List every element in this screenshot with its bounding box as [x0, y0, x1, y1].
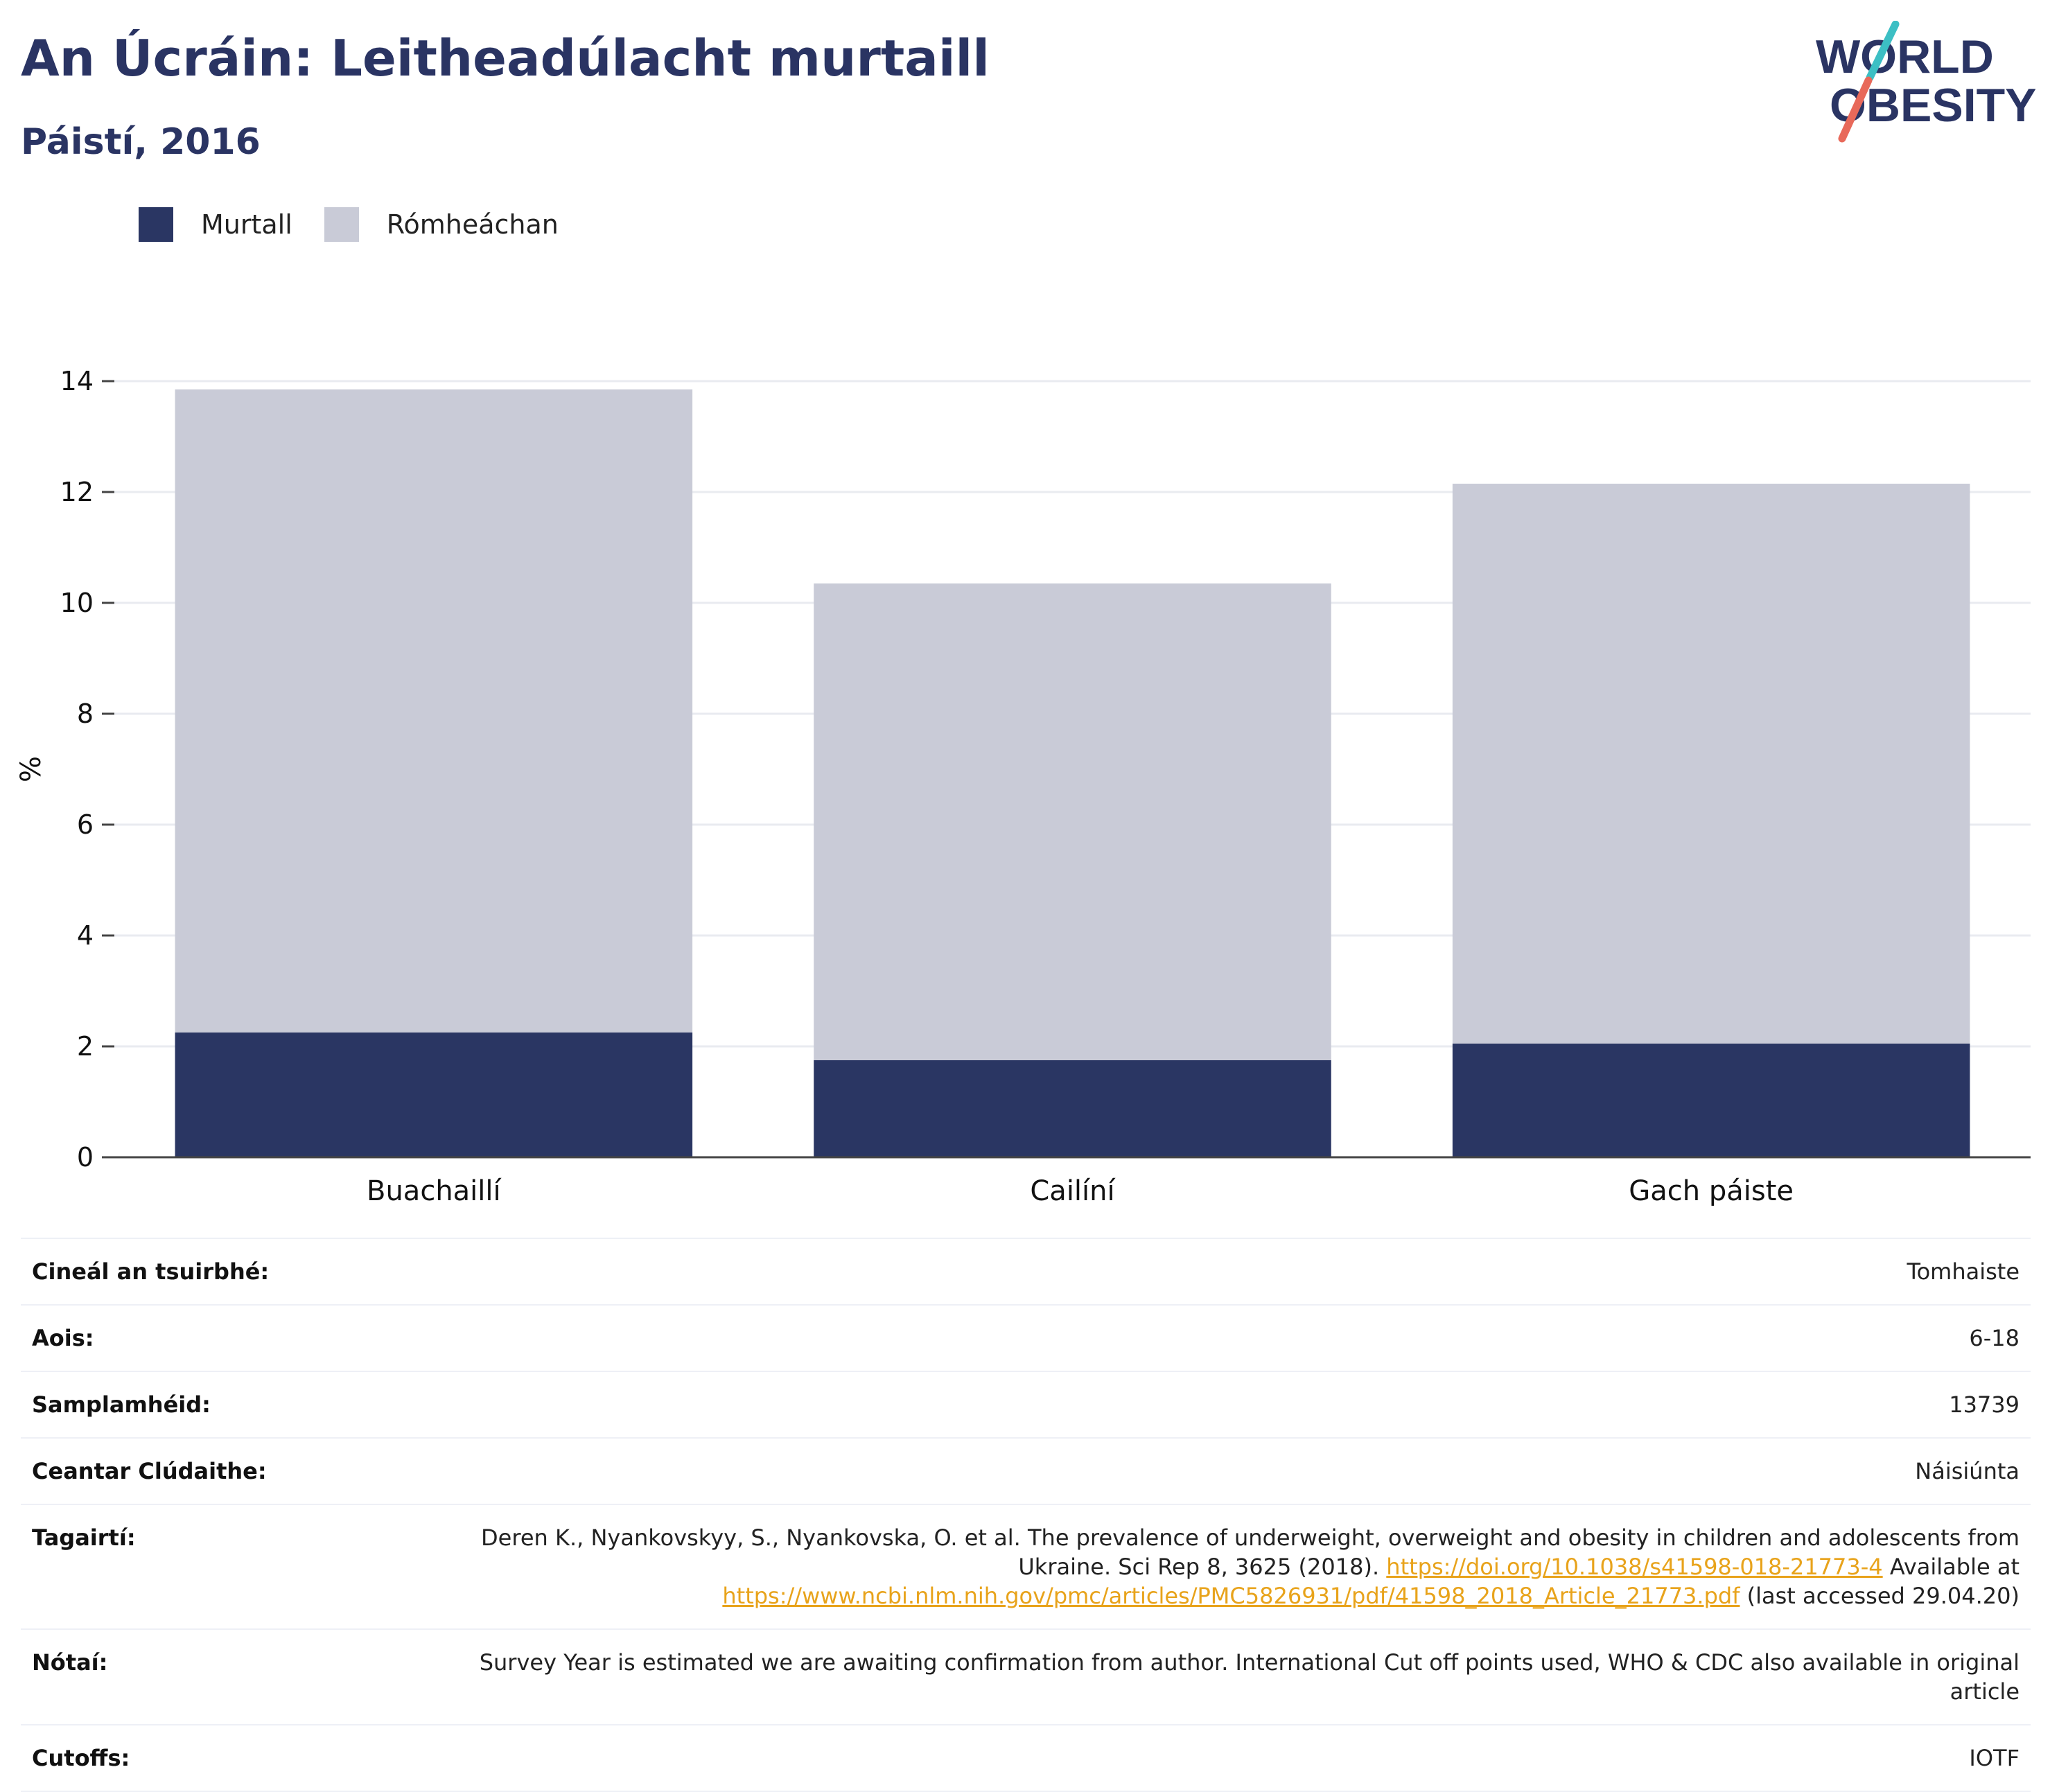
reference-pdf-link[interactable]: https://www.ncbi.nlm.nih.gov/pmc/article…	[722, 1583, 1740, 1609]
legend-item-overweight[interactable]: Rómheáchan	[324, 207, 559, 242]
info-value: Survey Year is estimated we are awaiting…	[479, 1649, 2020, 1705]
reference-doi-link[interactable]: https://doi.org/10.1038/s41598-018-21773…	[1386, 1554, 1883, 1580]
x-tick-label: Cailíní	[1030, 1175, 1116, 1206]
bar-chart: 0 2 4 6 8 10 12 14 Buachaillí Cailíní Gach páiste…	[15, 366, 2031, 1206]
y-tick-label: 14	[60, 366, 94, 396]
bar-obesity-0[interactable]	[175, 1033, 693, 1157]
info-row-sample-size: Samplamhéid: 13739	[21, 1371, 2031, 1438]
bar-overweight-2[interactable]	[1452, 484, 1970, 1044]
x-tick-label: Buachaillí	[367, 1175, 502, 1206]
logo-slash-bottom	[1838, 76, 1873, 143]
x-tick-label: Gach páiste	[1629, 1175, 1794, 1206]
survey-info-table: Cineál an tsuirbhé: Tomhaiste Aois: 6-18…	[21, 1238, 2031, 1792]
info-key: Aois:	[32, 1325, 94, 1351]
y-tick-label: 10	[60, 588, 94, 618]
info-row-area-covered: Ceantar Clúdaithe: Náisiúnta	[21, 1438, 2031, 1504]
bar-obesity-1[interactable]	[814, 1060, 1331, 1157]
logo-slash-top	[1866, 21, 1900, 82]
y-axis-ticks: 0 2 4 6 8 10 12 14	[60, 366, 114, 1172]
info-key: Tagairtí:	[32, 1525, 136, 1551]
y-tick-label: 2	[77, 1031, 94, 1062]
info-key: Cineál an tsuirbhé:	[32, 1258, 270, 1285]
legend-label-overweight: Rómheáchan	[386, 209, 559, 240]
chart-title: An Úcráin: Leitheadúlacht murtaill	[21, 29, 990, 87]
bar-obesity-2[interactable]	[1452, 1044, 1970, 1157]
bar-overweight-1[interactable]	[814, 583, 1331, 1060]
info-value: 6-18	[1969, 1325, 2020, 1351]
y-tick-label: 4	[77, 920, 94, 951]
info-value: IOTF	[1969, 1745, 2020, 1771]
legend-item-obesity[interactable]: Murtall	[139, 207, 292, 242]
info-key: Ceantar Clúdaithe:	[32, 1458, 267, 1484]
y-axis-label: %	[15, 756, 47, 782]
y-tick-label: 8	[77, 699, 94, 729]
info-row-notes: Nótaí: Survey Year is estimated we are a…	[21, 1629, 2031, 1725]
chart-legend: Murtall Rómheáchan	[139, 207, 590, 243]
reference-available-text: Available at	[1889, 1554, 2020, 1580]
legend-swatch-obesity	[139, 207, 173, 242]
info-key: Samplamhéid:	[32, 1391, 211, 1418]
y-tick-label: 0	[77, 1142, 94, 1172]
chart-subtitle: Páistí, 2016	[21, 121, 261, 163]
references-value: Deren K., Nyankovskyy, S., Nyankovska, O…	[431, 1504, 2031, 1629]
legend-swatch-overweight	[324, 207, 359, 242]
y-tick-label: 6	[77, 809, 94, 840]
info-row-age: Aois: 6-18	[21, 1305, 2031, 1371]
reference-accessed-text: (last accessed 29.04.20)	[1746, 1583, 2020, 1609]
reference-text: Deren K., Nyankovskyy, S., Nyankovska, O…	[481, 1525, 2020, 1580]
info-key: Nótaí:	[32, 1649, 108, 1676]
info-row-survey-type: Cineál an tsuirbhé: Tomhaiste	[21, 1238, 2031, 1305]
info-key: Cutoffs:	[32, 1745, 130, 1771]
info-value: Náisiúnta	[1915, 1458, 2020, 1484]
chart-bars	[175, 389, 1970, 1157]
y-tick-label: 12	[60, 477, 94, 507]
legend-label-obesity: Murtall	[201, 209, 292, 240]
info-value: 13739	[1949, 1391, 2020, 1418]
info-row-references: Tagairtí: Deren K., Nyankovskyy, S., Nya…	[21, 1504, 2031, 1629]
info-row-cutoffs: Cutoffs: IOTF	[21, 1725, 2031, 1791]
logo-text-world: WORLD	[1816, 30, 1994, 83]
world-obesity-logo: WORLD OBESITY	[1816, 21, 2037, 143]
bar-overweight-0[interactable]	[175, 389, 693, 1033]
info-value: Tomhaiste	[1907, 1258, 2020, 1285]
x-axis-ticks: Buachaillí Cailíní Gach páiste	[367, 1175, 1794, 1206]
